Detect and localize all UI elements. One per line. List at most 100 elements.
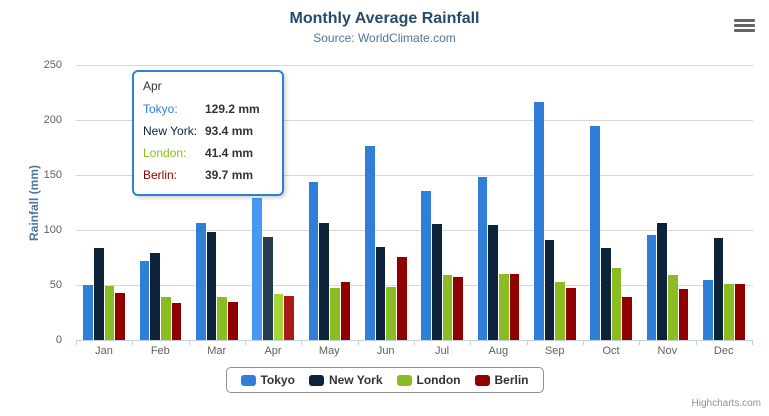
y-axis-label: 100 [43,224,62,236]
tooltip-series-value: 41.4 mm [205,146,254,160]
bar-newyork-nov[interactable] [657,223,667,340]
x-axis-tick [526,340,528,345]
x-axis-tick [414,340,415,345]
chart-title: Monthly Average Rainfall [289,10,480,27]
bar-berlin-feb[interactable] [171,303,182,340]
x-axis-label-mar: Mar [207,345,227,357]
x-axis-label-jun: Jun [376,345,395,357]
bar-newyork-jan[interactable] [94,248,104,340]
export-menu-button[interactable] [731,16,757,38]
tooltip-row-berlin: Berlin: 39.7 mm [143,164,273,186]
bar-london-jun[interactable] [386,287,396,340]
bar-london-nov[interactable] [668,275,678,340]
x-axis-tick [470,340,472,345]
bar-london-dec[interactable] [724,284,734,340]
x-axis-label-nov: Nov [657,345,678,357]
bar-newyork-aug[interactable] [488,225,498,340]
bar-tokyo-jul[interactable] [421,191,431,340]
x-axis-label-oct: Oct [602,345,620,357]
tooltip-series-label: Berlin: [143,168,178,182]
bar-newyork-oct[interactable] [601,248,611,340]
tooltip-series-value: 39.7 mm [205,168,254,182]
bar-berlin-nov[interactable] [678,289,689,340]
y-axis-label: 200 [43,114,62,126]
hamburger-menu-icon [733,19,755,32]
legend-item-newyork[interactable]: New York [308,373,383,387]
bar-berlin-apr[interactable] [284,296,295,340]
x-axis-label-may: May [318,345,340,357]
x-axis-tick [76,340,77,345]
bar-tokyo-may[interactable] [308,182,319,340]
tooltip-series-label: New York: [143,124,198,138]
bar-london-apr[interactable] [273,294,284,340]
x-axis-label-dec: Dec [713,345,734,357]
bar-berlin-jun[interactable] [397,257,407,340]
bar-newyork-dec[interactable] [713,238,724,340]
bar-tokyo-aug[interactable] [477,177,488,340]
bar-berlin-oct[interactable] [622,297,633,340]
bar-london-feb[interactable] [161,297,171,340]
tooltip-series-label: London: [143,146,187,160]
legend: Tokyo New York London Berlin [225,367,544,393]
x-axis-label-jan: Jan [95,345,113,357]
tooltip-row-london: London: 41.4 mm [143,142,273,164]
bar-tokyo-apr[interactable] [252,198,262,340]
bar-tokyo-jan[interactable] [83,285,93,340]
x-axis-tick [357,340,359,345]
legend-label: London [416,373,461,387]
bar-newyork-may[interactable] [319,223,329,340]
bar-tokyo-dec[interactable] [702,280,713,340]
bar-berlin-sep[interactable] [566,288,576,340]
bar-london-may[interactable] [330,288,340,340]
bar-tokyo-sep[interactable] [533,102,544,340]
legend-swatch-icon [396,374,412,386]
bar-tokyo-feb[interactable] [139,261,150,340]
legend-item-london[interactable]: London [396,373,461,387]
x-axis-label-sep: Sep [544,345,565,357]
tooltip-series-label: Tokyo: [143,102,178,116]
legend-item-tokyo[interactable]: Tokyo [240,373,295,387]
chart-subtitle: Source: WorldClimate.com [313,31,456,45]
bar-london-jul[interactable] [442,275,453,340]
gridline-50 [76,285,753,286]
bar-newyork-apr[interactable] [263,237,273,340]
bar-berlin-jul[interactable] [453,277,464,340]
x-axis-tick [245,340,246,345]
x-axis-label-apr: Apr [264,345,282,357]
credits-link[interactable]: Highcharts.com [691,398,761,409]
x-axis-tick [132,340,134,345]
legend-label: Tokyo [260,373,295,387]
bar-newyork-sep[interactable] [544,240,555,340]
y-axis-label: 50 [49,279,62,291]
bar-newyork-jul[interactable] [432,224,442,340]
legend-item-berlin[interactable]: Berlin [474,373,529,387]
legend-label: New York [328,373,383,387]
bar-berlin-jan[interactable] [115,293,126,340]
gridline-150 [76,175,753,176]
bar-tokyo-oct[interactable] [590,126,600,340]
bar-tokyo-jun[interactable] [364,146,375,340]
bar-berlin-aug[interactable] [509,274,520,340]
y-axis-label: 0 [55,334,62,346]
bar-newyork-jun[interactable] [375,247,386,340]
bar-london-sep[interactable] [555,282,565,340]
bar-london-aug[interactable] [499,274,509,340]
shared-tooltip: Apr Tokyo: 129.2 mm New York: 93.4 mm London… [132,70,284,196]
bar-berlin-dec[interactable] [735,284,745,340]
bar-london-jan[interactable] [104,286,115,340]
tooltip-series-value: 93.4 mm [205,124,254,138]
x-axis-tick [583,340,584,345]
bar-london-mar[interactable] [217,297,227,340]
legend-label: Berlin [494,373,529,387]
bar-london-oct[interactable] [611,268,622,340]
bar-berlin-may[interactable] [340,282,351,340]
y-axis-title: Rainfall (mm) [27,165,41,242]
bar-newyork-feb[interactable] [150,253,160,340]
bar-newyork-mar[interactable] [206,232,217,340]
bar-tokyo-mar[interactable] [195,223,206,340]
bar-tokyo-nov[interactable] [646,235,657,340]
gridline-250 [76,65,753,66]
x-axis-tick [639,340,641,345]
bar-berlin-mar[interactable] [228,302,238,340]
tooltip-header: Apr [143,79,162,93]
